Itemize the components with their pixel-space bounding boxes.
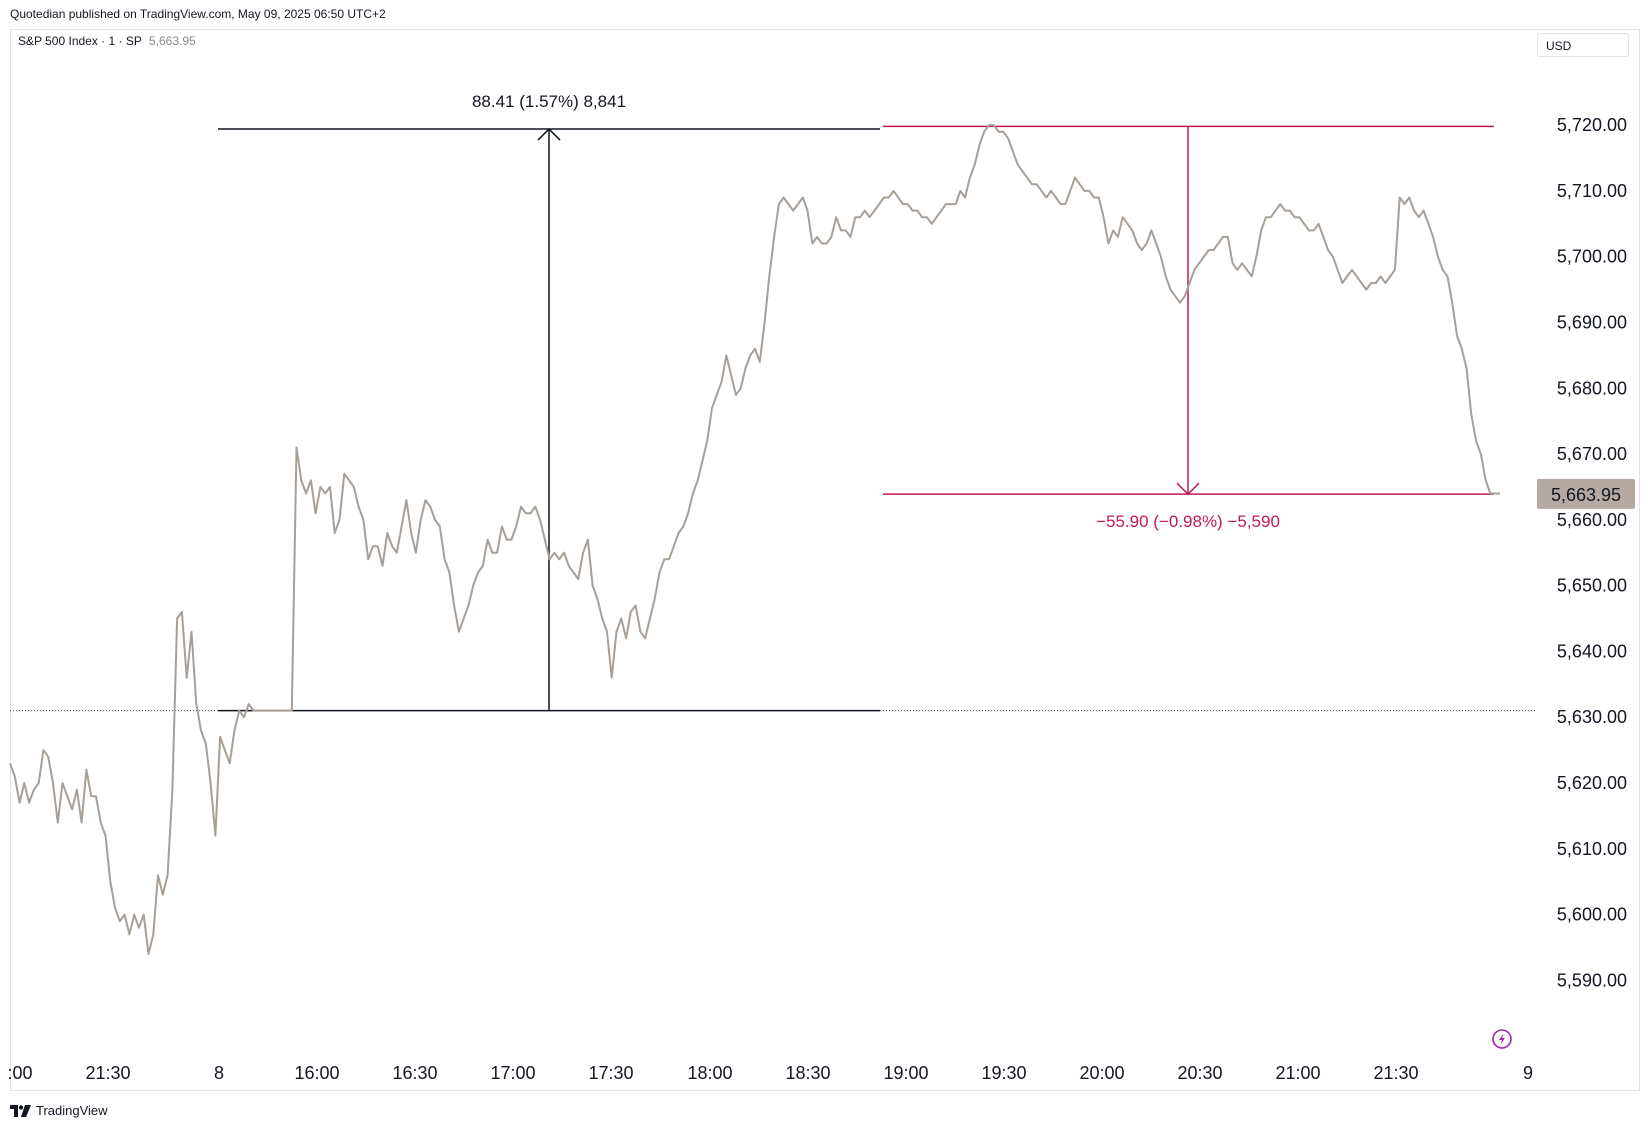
last-price-badge-label: 5,663.95 xyxy=(1551,485,1621,505)
y-tick-label: 5,670.00 xyxy=(1557,444,1627,464)
x-axis: :00 21:30 8 16:00 16:30 17:00 17:30 18:00 18:30 1… xyxy=(7,1063,1533,1083)
tradingview-branding[interactable]: TradingView xyxy=(10,1103,108,1118)
y-tick-label: 5,720.00 xyxy=(1557,115,1627,135)
x-tick-label: 19:00 xyxy=(883,1063,928,1083)
y-tick-label: 5,590.00 xyxy=(1557,970,1627,990)
x-tick-label: 16:00 xyxy=(294,1063,339,1083)
x-tick-label: :00 xyxy=(7,1063,32,1083)
y-axis: 5,590.00 5,600.00 5,610.00 5,620.00 5,630.00… xyxy=(1557,115,1627,990)
x-tick-label: 21:30 xyxy=(85,1063,130,1083)
published-by-text: Quotedian published on TradingView.com, … xyxy=(10,7,386,21)
currency-selector[interactable]: USD xyxy=(1537,33,1629,57)
x-tick-label: 21:00 xyxy=(1275,1063,1320,1083)
last-price-badge[interactable] xyxy=(1537,478,1635,509)
measure-up-label: 88.41 (1.57%) 8,841 xyxy=(472,92,626,111)
x-tick-label: 8 xyxy=(214,1063,224,1083)
measure-up-arrowhead xyxy=(537,127,561,141)
x-tick-label: 21:30 xyxy=(1373,1063,1418,1083)
x-tick-label: 20:30 xyxy=(1177,1063,1222,1083)
brand-text: TradingView xyxy=(36,1103,108,1118)
y-tick-label: 5,610.00 xyxy=(1557,839,1627,859)
symbol-legend[interactable]: S&P 500 Index · 1 · SP 5,663.95 xyxy=(18,34,196,48)
price-badge-layer: 5,663.95 xyxy=(1537,478,1635,509)
measure-down-arrowhead xyxy=(1176,482,1200,496)
x-tick-label: 19:30 xyxy=(981,1063,1026,1083)
chart-frame xyxy=(10,29,1640,1091)
measure-down-label: −55.90 (−0.98%) −5,590 xyxy=(1096,512,1280,531)
y-tick-label: 5,630.00 xyxy=(1557,707,1627,727)
y-tick-label: 5,650.00 xyxy=(1557,576,1627,596)
measurement-layer: 88.41 (1.57%) 8,841 −55.90 (−0.98%) −5,59… xyxy=(218,92,1494,712)
y-tick-label: 5,710.00 xyxy=(1557,181,1627,201)
y-tick-label: 5,690.00 xyxy=(1557,312,1627,332)
tradingview-logo-icon xyxy=(10,1104,31,1117)
series-layer xyxy=(9,124,1500,956)
y-tick-label: 5,600.00 xyxy=(1557,905,1627,925)
x-tick-label: 17:00 xyxy=(490,1063,535,1083)
symbol-text: S&P 500 Index · 1 · SP xyxy=(18,34,142,48)
replay-icon[interactable] xyxy=(1492,1029,1512,1049)
price-series-line xyxy=(9,124,1500,956)
y-tick-label: 5,700.00 xyxy=(1557,247,1627,267)
x-tick-label: 18:30 xyxy=(785,1063,830,1083)
x-tick-label: 18:00 xyxy=(687,1063,732,1083)
y-tick-label: 5,620.00 xyxy=(1557,773,1627,793)
x-tick-label: 17:30 xyxy=(588,1063,633,1083)
legend-last-price: 5,663.95 xyxy=(148,34,196,48)
y-tick-label: 5,640.00 xyxy=(1557,641,1627,661)
x-tick-label: 16:30 xyxy=(392,1063,437,1083)
y-tick-label: 5,660.00 xyxy=(1557,510,1627,530)
x-tick-label: 9 xyxy=(1523,1063,1533,1083)
y-tick-label: 5,680.00 xyxy=(1557,378,1627,398)
x-tick-label: 20:00 xyxy=(1079,1063,1124,1083)
